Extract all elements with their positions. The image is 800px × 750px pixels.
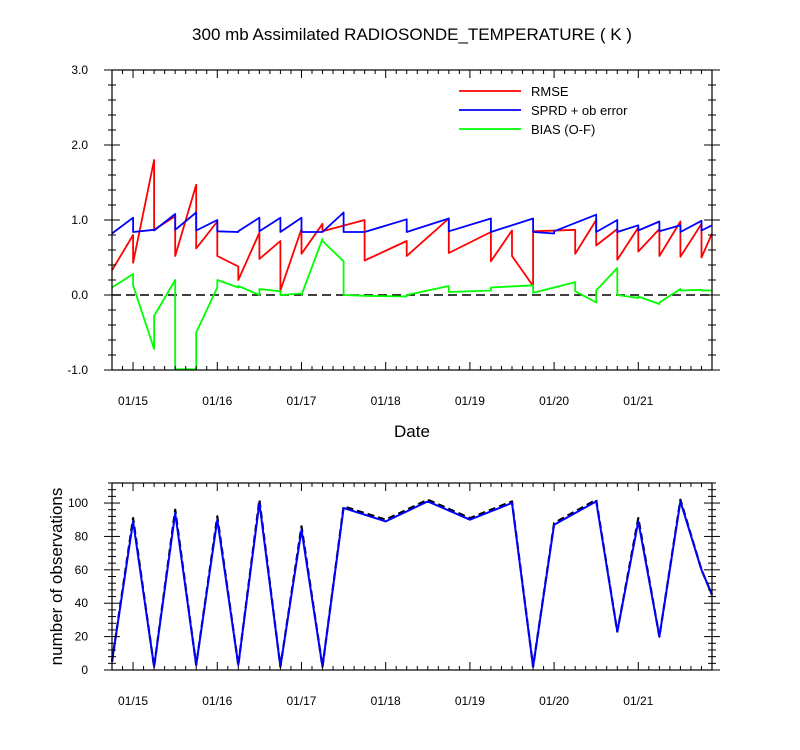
legend-entry: RMSE: [531, 84, 569, 99]
series-line-sprd-ob-error: [111, 211, 713, 235]
series-line-observations-assimilated: [111, 500, 713, 668]
x-tick-label: 01/15: [118, 694, 148, 708]
plot-frame: [111, 482, 713, 671]
x-axis-title: Date: [394, 422, 430, 441]
series-line-bias-o-f-: [111, 237, 712, 371]
x-tick-label: 01/16: [202, 394, 232, 408]
series-line-rmse: [111, 159, 713, 292]
x-tick-label: 01/19: [455, 394, 485, 408]
x-tick-label: 01/16: [202, 694, 232, 708]
x-tick-label: 01/20: [539, 694, 569, 708]
y-tick-label: -1.0: [67, 363, 88, 377]
x-tick-label: 01/18: [371, 694, 401, 708]
x-tick-label: 01/17: [286, 694, 316, 708]
legend-entry: SPRD + ob error: [531, 103, 628, 118]
x-tick-label: 01/21: [623, 694, 653, 708]
series-group: [111, 159, 713, 371]
series-line-observations-possible: [110, 498, 714, 668]
series-group: [110, 498, 714, 668]
y-tick-label: 100: [68, 496, 88, 510]
y-tick-label: 0.0: [71, 288, 88, 302]
y-tick-label: 80: [75, 529, 89, 543]
x-tick-label: 01/20: [539, 394, 569, 408]
x-tick-label: 01/18: [371, 394, 401, 408]
y-tick-label: 0: [81, 663, 88, 677]
x-tick-label: 01/21: [623, 394, 653, 408]
y-tick-label: 2.0: [71, 138, 88, 152]
y-tick-label: 60: [75, 563, 89, 577]
y-tick-label: 1.0: [71, 213, 88, 227]
y-tick-label: 40: [75, 596, 89, 610]
y-axis-title: number of observations: [47, 488, 66, 666]
legend-entry: BIAS (O-F): [531, 122, 595, 137]
x-tick-label: 01/19: [455, 694, 485, 708]
x-tick-label: 01/17: [286, 394, 316, 408]
chart-panel-1: 300 mb Assimilated RADIOSONDE_TEMPERATUR…: [67, 25, 720, 441]
chart-title: 300 mb Assimilated RADIOSONDE_TEMPERATUR…: [192, 25, 632, 44]
chart-panel-2: 01/15 01/16 01/17 01/18 01/19 01/20 01/21 0 20 40…: [47, 482, 720, 708]
y-tick-label: 3.0: [71, 63, 88, 77]
legend: RMSE SPRD + ob error BIAS (O-F): [459, 84, 628, 137]
x-tick-label: 01/15: [118, 394, 148, 408]
y-tick-label: 20: [75, 630, 89, 644]
